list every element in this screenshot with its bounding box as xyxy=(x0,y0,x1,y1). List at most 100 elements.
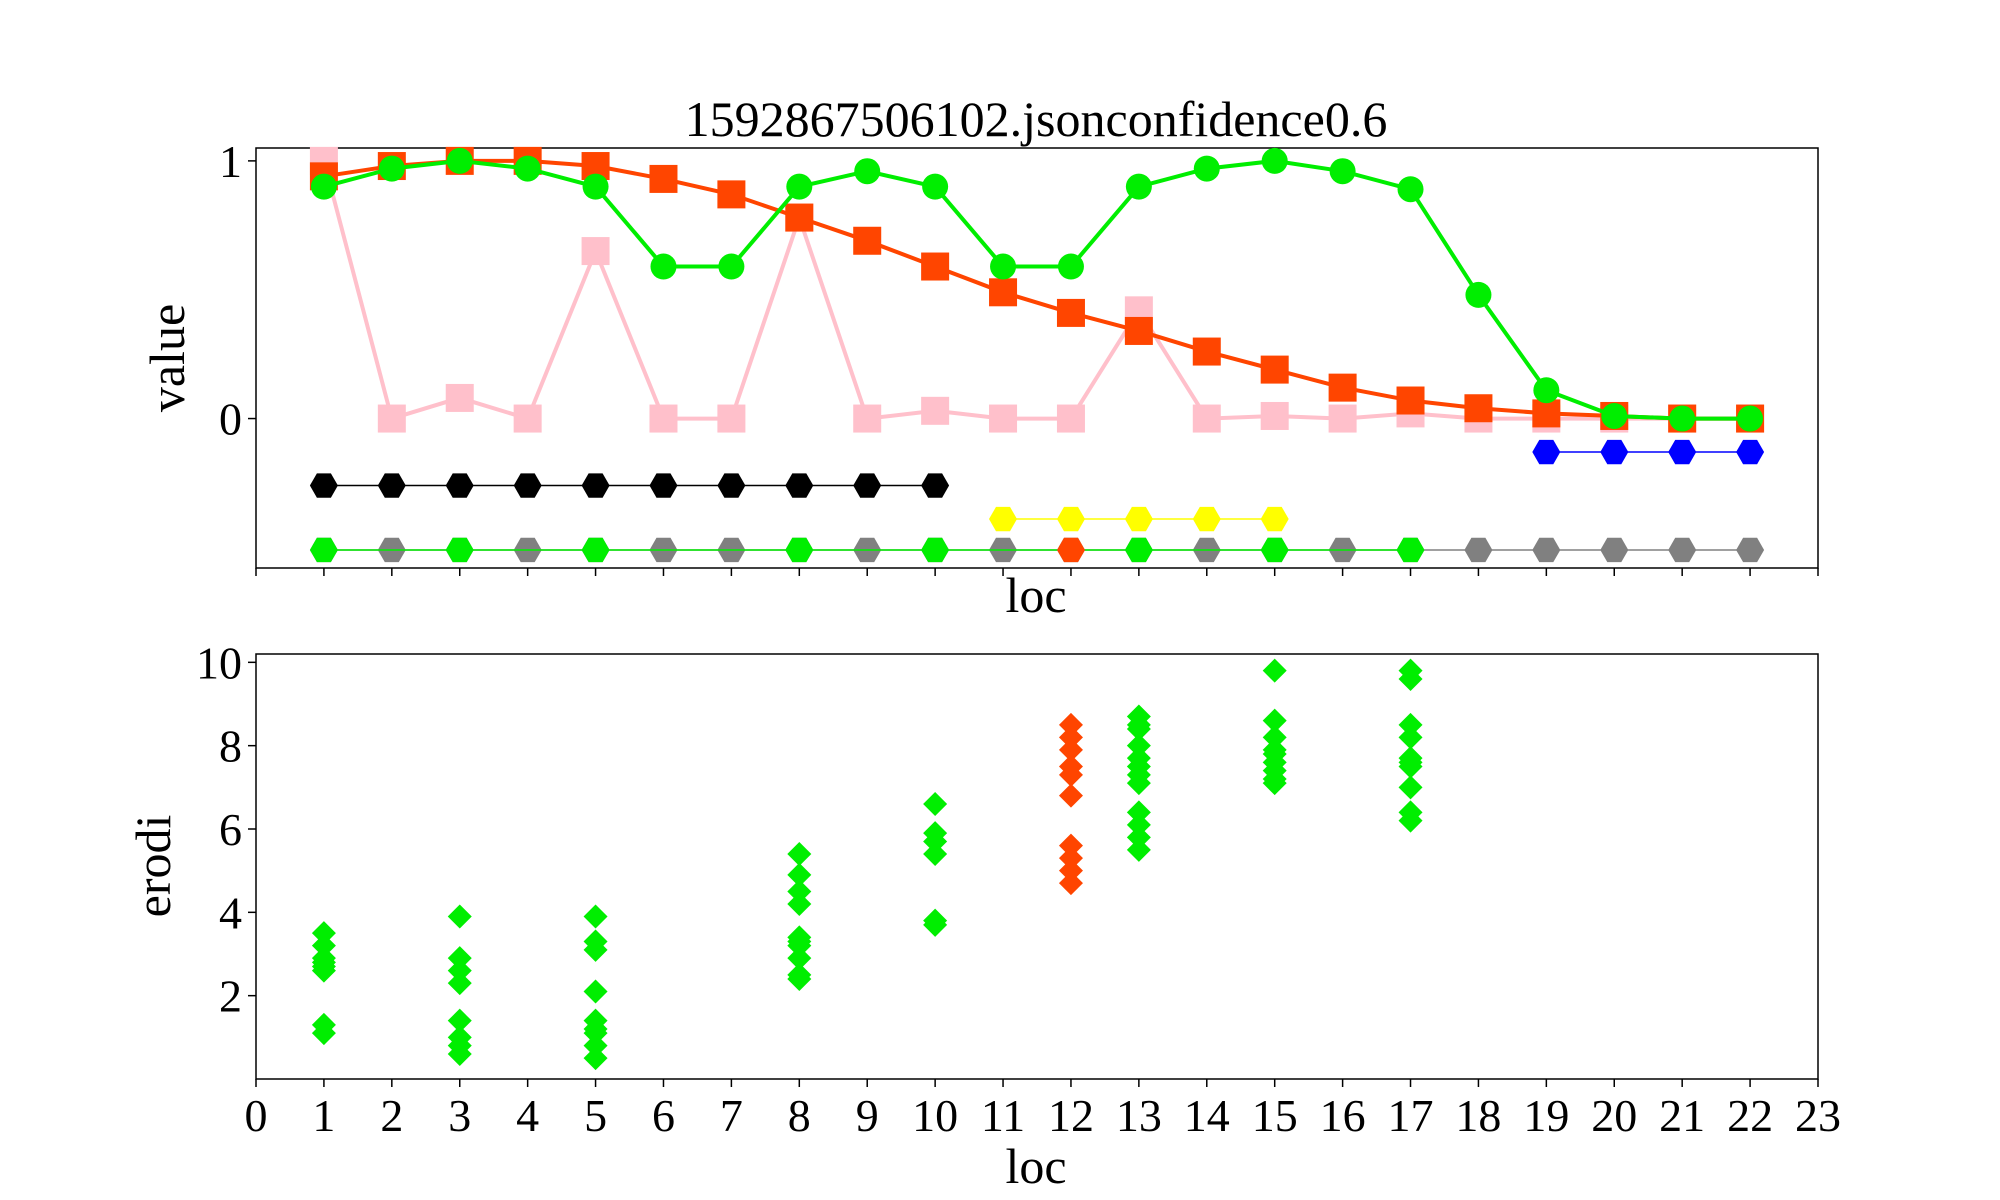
bottom-y-tick-label: 8 xyxy=(219,721,242,772)
series-1-point xyxy=(785,203,814,232)
bottom-x-tick-label: 1 xyxy=(312,1090,335,1141)
series-1-point xyxy=(1328,373,1357,402)
series-2-point xyxy=(1329,158,1356,185)
scatter-6-point xyxy=(1126,837,1151,862)
scatter-7-point xyxy=(1262,708,1287,733)
bottom-y-tick-label: 4 xyxy=(219,887,242,938)
scatter-6-point xyxy=(1126,733,1151,758)
series-7-point xyxy=(1124,537,1153,563)
series-2-point xyxy=(1737,405,1764,432)
bottom-x-tick-label: 18 xyxy=(1455,1090,1501,1141)
scatter-8-point xyxy=(1398,712,1423,737)
scatter-2-point xyxy=(583,904,608,929)
scatter-1-point xyxy=(447,1008,472,1033)
series-1-point xyxy=(717,180,746,209)
series-6-point xyxy=(1532,537,1561,563)
scatter-0-point xyxy=(311,950,336,975)
series-1-point xyxy=(921,252,950,281)
series-1-point xyxy=(1192,337,1221,366)
bottom-y-tick-label: 6 xyxy=(219,804,242,855)
scatter-1-point xyxy=(447,1042,472,1066)
series-6-point xyxy=(1668,537,1697,563)
series-4-point xyxy=(1124,506,1153,532)
scatter-6-point xyxy=(1126,771,1151,796)
series-2-point xyxy=(1533,377,1560,404)
bottom-x-tick-label: 8 xyxy=(788,1090,811,1141)
series-0-point xyxy=(1056,404,1085,433)
scatter-8-point xyxy=(1398,775,1423,800)
bottom-x-tick-label: 2 xyxy=(380,1090,403,1141)
bottom-x-tick-label: 3 xyxy=(448,1090,471,1141)
bottom-y-tick-label: 10 xyxy=(196,637,242,688)
scatter-7-point xyxy=(1262,658,1287,683)
series-0-point xyxy=(649,404,678,433)
series-2-point xyxy=(718,253,745,280)
series-2-point xyxy=(1397,176,1424,203)
bottom-x-tick-label: 7 xyxy=(720,1090,743,1141)
series-4-point xyxy=(1260,506,1289,532)
scatter-8-point xyxy=(1398,667,1423,691)
top-plot-frame xyxy=(255,147,1819,569)
series-1-point xyxy=(1056,298,1085,327)
series-2-point xyxy=(990,253,1017,280)
bottom-x-tick-label: 14 xyxy=(1184,1090,1230,1141)
bottom-x-axis-label: loc xyxy=(1005,1138,1066,1194)
series-5-point xyxy=(1532,439,1561,465)
series-2-point xyxy=(1601,402,1628,429)
bottom-x-tick-label: 10 xyxy=(912,1090,958,1141)
scatter-8-point xyxy=(1398,808,1423,833)
series-8-point xyxy=(1057,537,1085,563)
top-y-tick-label: 1 xyxy=(219,136,242,187)
scatter-0-point xyxy=(311,933,336,958)
series-1-point xyxy=(1260,355,1289,384)
series-5-point xyxy=(1736,439,1765,465)
scatter-5-point xyxy=(1058,712,1083,737)
series-7-point xyxy=(921,537,950,563)
bottom-x-tick-label: 17 xyxy=(1388,1090,1434,1141)
series-1-point xyxy=(1396,386,1425,415)
series-3-point xyxy=(785,473,814,498)
series-1-point xyxy=(989,278,1018,307)
series-2-point xyxy=(446,147,473,174)
series-4-point xyxy=(1057,506,1085,532)
series-1-point xyxy=(1464,394,1493,423)
series-2-point xyxy=(1669,405,1696,432)
scatter-0-point xyxy=(311,921,336,946)
scatter-5-point xyxy=(1058,737,1083,762)
bottom-plot-marks xyxy=(311,658,1423,1071)
series-0-point xyxy=(1192,404,1221,433)
series-2-point xyxy=(1057,253,1084,280)
series-0-point xyxy=(377,404,406,433)
bottom-x-tick-label: 21 xyxy=(1659,1090,1705,1141)
scatter-3-point xyxy=(787,946,812,971)
series-6-point xyxy=(1600,537,1629,563)
chart-title: 1592867506102.jsonconfidence0.6 xyxy=(685,91,1388,147)
series-2-point xyxy=(1465,281,1492,308)
series-6-point xyxy=(1736,537,1765,563)
scatter-6-point xyxy=(1126,825,1151,850)
series-3-point xyxy=(377,473,406,498)
bottom-y-axis-label: erodi xyxy=(125,815,181,918)
scatter-6-point xyxy=(1126,712,1151,737)
series-0-line xyxy=(321,160,1751,422)
series-0-point xyxy=(1328,404,1357,433)
series-4-point xyxy=(989,506,1017,532)
scatter-3-point xyxy=(787,892,812,916)
bottom-x-tick-label: 5 xyxy=(584,1090,607,1141)
scatter-5-point xyxy=(1058,833,1083,858)
scatter-5-point xyxy=(1058,783,1083,808)
scatter-1-point xyxy=(447,946,472,971)
scatter-3-point xyxy=(787,862,812,887)
bottom-x-tick-label: 20 xyxy=(1591,1090,1637,1141)
scatter-4-point xyxy=(923,792,948,816)
bottom-x-tick-label: 9 xyxy=(856,1090,879,1141)
scatter-5-point xyxy=(1058,858,1083,883)
scatter-6-point xyxy=(1126,800,1151,825)
scatter-4-point xyxy=(923,912,948,937)
series-2-point xyxy=(514,155,541,182)
series-3-point xyxy=(581,473,610,498)
scatter-6-point xyxy=(1126,754,1151,779)
bottom-y-tick-label: 2 xyxy=(219,971,242,1022)
bottom-x-tick-label: 19 xyxy=(1523,1090,1569,1141)
